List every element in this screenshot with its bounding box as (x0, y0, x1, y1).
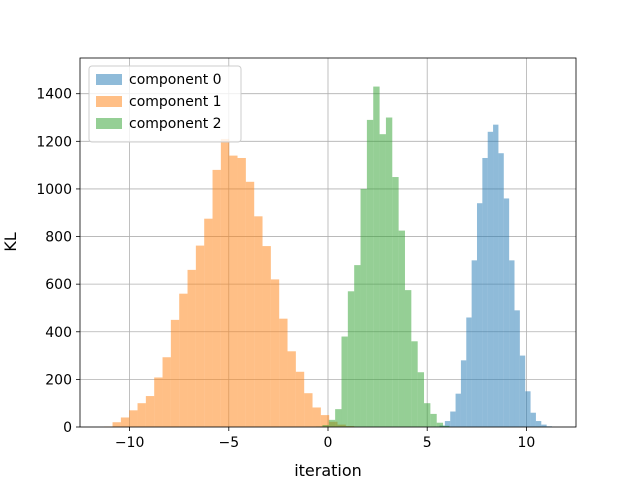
histogram-bar (229, 155, 238, 427)
histogram-bar (341, 336, 348, 427)
histogram-bar (304, 393, 313, 427)
x-tick-label: 5 (423, 435, 432, 451)
histogram-bar (328, 419, 336, 427)
histogram-bar (444, 421, 451, 427)
histogram-bars (104, 86, 552, 428)
histogram-bar (541, 424, 547, 427)
histogram-bar (154, 377, 163, 427)
histogram-bar (471, 260, 477, 427)
legend-label: component 1 (129, 94, 222, 110)
histogram-bar (404, 290, 412, 427)
histogram-bar (187, 269, 196, 427)
histogram-bar (204, 218, 213, 427)
legend-swatch (96, 96, 122, 107)
series-2-bars (316, 86, 450, 428)
histogram-bar (373, 86, 380, 427)
histogram-bar (379, 134, 386, 427)
histogram-bar (455, 393, 461, 427)
histogram-bar (424, 403, 431, 427)
y-tick-label: 1400 (36, 87, 72, 103)
y-axis-label: KL (1, 232, 20, 251)
histogram-bar (535, 421, 542, 427)
histogram-bar (112, 422, 121, 427)
histogram-bar (392, 177, 399, 427)
histogram-bar (417, 372, 425, 427)
histogram-bar (120, 417, 130, 427)
y-tick-label: 1200 (36, 134, 72, 150)
y-tick-label: 400 (45, 325, 72, 341)
y-tick-label: 200 (45, 372, 72, 388)
histogram-bar (450, 411, 456, 427)
histogram-bar (245, 181, 255, 427)
y-tick-label: 1000 (36, 182, 72, 198)
histogram-bar (262, 246, 271, 427)
histogram-bar (212, 169, 221, 427)
legend-label: component 2 (129, 116, 222, 132)
histogram-bar (179, 293, 188, 427)
histogram-bar (170, 319, 180, 427)
histogram-bar (525, 391, 531, 427)
histogram-bar (398, 230, 405, 427)
legend: component 0 component 1 component 2 (88, 65, 242, 143)
histogram-bar (335, 409, 342, 427)
series-0-bars (434, 124, 552, 428)
histogram-bar (436, 422, 444, 427)
histogram-bar (498, 153, 504, 427)
histogram-bar (503, 198, 510, 427)
x-axis-label: iteration (294, 461, 362, 480)
histogram-bar (443, 425, 450, 427)
histogram-bar (509, 260, 515, 427)
series-1-bars (104, 138, 355, 427)
histogram-bar (162, 357, 171, 427)
histogram-bar (466, 317, 472, 427)
histogram-bar (237, 157, 246, 427)
histogram-bar (430, 413, 437, 427)
legend-swatch (96, 74, 122, 85)
histogram-bar (487, 131, 494, 428)
histogram-bar (493, 124, 499, 427)
histogram-bar (530, 412, 536, 427)
histogram-bar (270, 279, 280, 427)
legend-label: component 0 (129, 72, 222, 88)
histogram-bar (129, 410, 138, 427)
histogram-bar (360, 188, 367, 427)
histogram-bar (460, 360, 467, 427)
histogram-bar (322, 425, 329, 427)
histogram-bar (347, 291, 355, 427)
y-tick-label: 800 (45, 230, 72, 246)
histogram-bar (320, 415, 330, 427)
x-tick-label: −5 (218, 435, 239, 451)
y-tick-label: 600 (45, 277, 72, 293)
histogram-bar (385, 117, 393, 428)
histogram-bar (514, 310, 520, 427)
legend-box (88, 65, 242, 143)
histogram-bar (295, 371, 305, 427)
histogram-bar (279, 318, 288, 427)
histogram-bar (195, 245, 205, 427)
histogram-bar (220, 138, 230, 427)
histogram-bar (411, 341, 418, 427)
histogram-bar (254, 216, 263, 427)
histogram-bar (137, 403, 146, 427)
x-tick-label: 0 (324, 435, 333, 451)
histogram-bar (354, 265, 361, 427)
histogram-bar (287, 351, 296, 427)
y-tick-label: 0 (63, 420, 72, 436)
axis-ticks: −10 −5 0 5 10 0 200 400 600 800 1000 1200 1400 (36, 87, 535, 451)
x-tick-label: −10 (115, 435, 145, 451)
x-tick-label: 10 (517, 435, 535, 451)
histogram-bar (519, 355, 526, 427)
histogram-bar (476, 203, 483, 427)
histogram-bar (482, 157, 488, 427)
histogram-bar (312, 407, 321, 427)
legend-swatch (96, 118, 122, 129)
histogram-bar (366, 119, 374, 427)
histogram-bar (145, 396, 155, 427)
